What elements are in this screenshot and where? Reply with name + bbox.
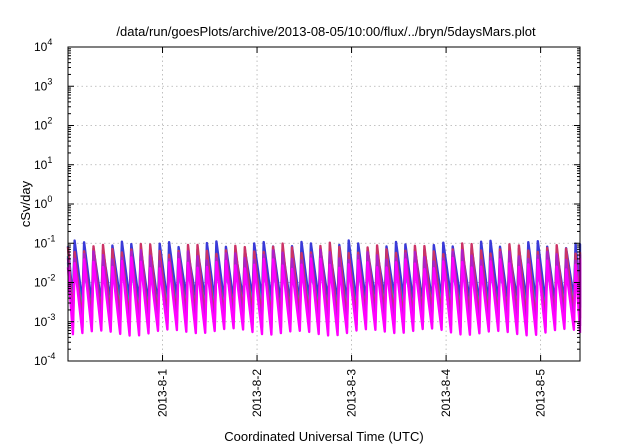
y-tick-base: 10 [34,315,48,329]
y-tick-label: 104 [34,37,52,54]
y-tick-exponent: 2 [47,116,52,126]
y-tick-label: 10-3 [34,312,55,329]
x-axis: 2013-8-1 2013-8-2 2013-8-3 2013-8-4 2013-8-5 [156,47,548,417]
y-tick-exponent: 4 [47,37,52,47]
grid-layer [68,47,580,361]
y-tick-exponent: -1 [47,233,55,243]
y-axis-label: cSv/day [18,180,33,227]
chart-title: /data/run/goesPlots/archive/2013-08-05/1… [116,24,536,39]
y-tick-exponent: -3 [47,312,55,322]
x-tick-label: 2013-8-1 [156,369,170,417]
y-tick-base: 10 [34,354,48,368]
x-tick-label: 2013-8-3 [345,369,359,417]
series-layer [66,239,582,337]
y-tick-label: 10-1 [34,233,55,250]
y-tick-base: 10 [34,119,48,133]
y-tick-label: 103 [34,76,52,93]
y-tick-exponent: -2 [47,273,55,283]
y-tick-base: 10 [34,79,48,93]
y-tick-label: 101 [34,155,52,172]
series-line [66,256,582,337]
x-tick-label: 2013-8-4 [439,369,453,417]
y-tick-exponent: 0 [47,194,52,204]
y-tick-base: 10 [34,158,48,172]
y-tick-base: 10 [34,197,48,211]
y-tick-exponent: 1 [47,155,52,165]
y-tick-label: 10-4 [34,351,55,368]
y-tick-label: 10-2 [34,273,55,290]
y-tick-label: 100 [34,194,52,211]
x-tick-label: 2013-8-2 [250,369,264,417]
y-tick-exponent: 3 [47,76,52,86]
y-tick-base: 10 [34,276,48,290]
y-tick-base: 10 [34,40,48,54]
y-tick-exponent: -4 [47,351,55,361]
y-tick-label: 102 [34,116,52,133]
x-tick-label: 2013-8-5 [534,369,548,417]
x-axis-label: Coordinated Universal Time (UTC) [224,429,423,444]
y-tick-base: 10 [34,236,48,250]
